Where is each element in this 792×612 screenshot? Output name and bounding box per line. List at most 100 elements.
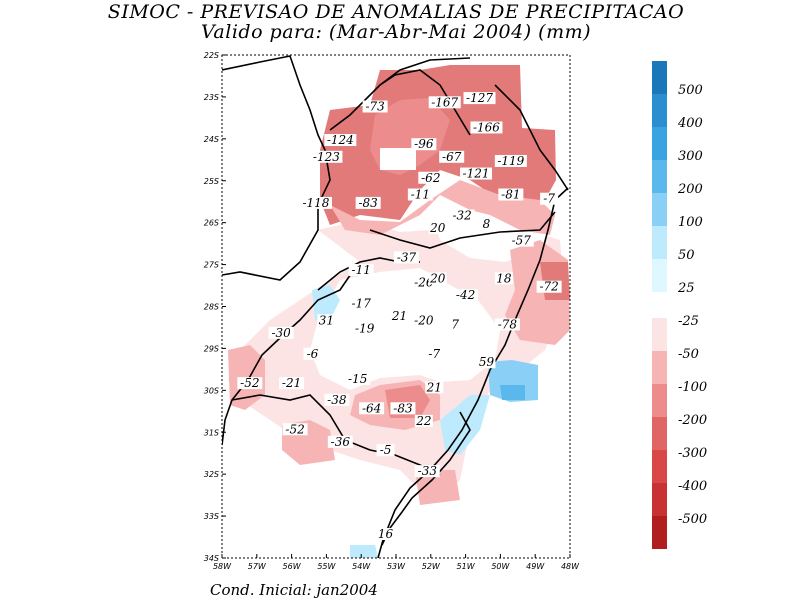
value-label-bg [439,150,465,163]
value-label-bg [352,322,378,335]
value-label-bg [411,138,437,151]
legend-swatch [652,450,667,483]
value-label: 21 [426,380,442,394]
value-label-bg [453,289,479,302]
value-label: -52 [240,376,259,390]
y-tick-label: 27S [204,261,219,270]
value-label: -5 [380,443,392,457]
value-label: 7 [451,317,459,331]
value-label: -167 [431,95,458,109]
value-label-bg [407,188,433,201]
x-tick-label: 49W [526,562,545,571]
y-tick-label: 23S [204,93,219,102]
legend-swatch [652,127,667,160]
x-tick-label: 57W [248,562,267,571]
legend-label: -50 [678,347,699,362]
value-label: 8 [483,217,491,231]
value-label-bg [411,314,437,327]
value-label-bg [425,347,444,360]
value-label: 22 [415,414,431,428]
value-label: -118 [302,196,329,210]
y-tick-label: 29S [204,344,219,353]
value-label: -36 [331,435,351,449]
value-labels: -73 -167 -127-166-124 -96-123 -67 -119-121-62… [237,91,562,541]
legend-label: -500 [678,512,707,527]
value-label-bg [376,444,395,457]
value-label-bg [362,100,388,113]
value-label-bg [237,377,263,390]
value-label-bg [414,414,433,427]
color-legend: 500 400 300 200 100 50 25 -25 -50 -100 -200 -300 -40… [652,61,707,549]
value-label-bg [390,402,416,415]
value-label-bg [393,251,419,264]
value-label: -17 [352,297,372,311]
legend-label: -100 [678,380,707,395]
value-label-bg [494,154,527,167]
legend-swatch [652,94,667,127]
y-tick-label: 32S [204,470,219,479]
legend-swatch [652,259,667,292]
legend-swatch [652,61,667,94]
value-label: -81 [501,188,520,202]
value-label: 59 [479,355,495,369]
y-tick-label: 22S [204,51,219,60]
legend-swatch [652,483,667,516]
map-subtitle: Valido para: (Mar-Abr-Mai 2004) (mm) [200,21,592,43]
value-label-bg [327,435,353,448]
value-label: -166 [473,120,500,134]
x-tick-label: 50W [491,562,510,571]
field-blue-south [350,545,378,558]
value-label: -11 [411,188,430,202]
legend-label: 100 [678,215,703,230]
x-tick-label: 55W [317,562,336,571]
value-label: -32 [452,208,471,222]
value-label: -38 [327,393,347,407]
value-label-bg [345,372,371,385]
value-label-bg [324,393,350,406]
legend-label: 400 [677,116,703,131]
value-label: -37 [397,250,417,264]
legend-label: -400 [678,479,707,494]
border-east [494,84,569,191]
value-label-bg [494,272,513,285]
y-tick-label: 34S [204,554,219,563]
border-uruguay [231,394,441,476]
x-tick-label: 52W [422,562,441,571]
value-label: -33 [418,464,438,478]
y-tick-label: 25S [204,177,219,186]
value-label: -21 [282,376,301,390]
legend-label: 300 [678,149,703,164]
value-label: -78 [498,317,518,331]
value-label-bg [390,310,409,323]
value-label: -72 [539,280,558,294]
y-tick-label: 24S [204,135,219,144]
value-label-bg [480,217,492,230]
border-lagoon [381,411,471,546]
x-tick-label: 56W [283,562,302,571]
legend-label: 50 [678,248,695,263]
border-paraguay [222,55,331,281]
value-label: 18 [496,271,512,285]
y-tick-labels: 22S 23S 24S 25S 26S 27S 28S 29S 30S 31S 32S 33S 34S [204,51,226,563]
value-label: -30 [271,326,291,340]
value-label-bg [414,465,440,478]
value-label-bg [355,196,381,209]
x-tick-label: 58W [213,562,232,571]
legend-label: 25 [677,281,695,296]
x-tick-labels: 58W 57W 56W 55W 54W 53W 52W 51W 50W 49W 48W [213,554,580,571]
value-label: -52 [285,422,304,436]
value-label-bg [317,314,336,327]
field-blank [380,148,416,170]
value-label: -127 [466,91,493,105]
value-label: 21 [391,309,407,323]
legend-label: -25 [678,314,699,329]
value-label-bg [470,121,503,134]
border-rs [222,267,356,446]
value-label-bg [508,234,534,247]
value-label: -123 [313,150,340,164]
value-label: 31 [319,313,334,327]
legend-swatch [652,384,667,417]
value-label: -19 [355,322,375,336]
field-pink-se [415,470,460,505]
